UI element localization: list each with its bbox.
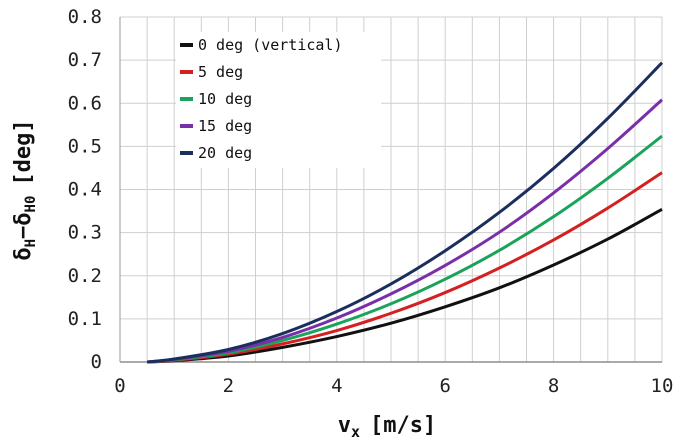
x-axis-title-unit: [m/s]: [370, 413, 436, 438]
y-axis-title-sub-h: H: [23, 239, 39, 247]
y-tick-label: 0: [91, 351, 102, 373]
plot-frame: [119, 17, 662, 363]
legend-box: [176, 32, 381, 168]
series-layer: [146, 61, 664, 364]
x-axis-title-main: v: [338, 413, 351, 438]
y-tick-label: 0.1: [68, 308, 102, 330]
y-axis-title: δH−δH0[deg]: [11, 119, 39, 260]
x-tick-label: 0: [114, 375, 125, 397]
legend-label-0: 0 deg (vertical): [198, 36, 343, 54]
x-tick-label: 6: [439, 375, 450, 397]
y-tick-label: 0.6: [68, 92, 102, 114]
y-tick-label: 0.5: [68, 135, 102, 157]
legend-label-3: 15 deg: [198, 117, 252, 135]
x-tick-label: 10: [651, 375, 674, 397]
legend-label-1: 5 deg: [198, 63, 243, 81]
y-tick-label: 0.8: [68, 6, 102, 28]
y-axis-title-minus: −: [11, 226, 36, 239]
y-tick-label: 0.3: [68, 222, 102, 244]
y-axis-title-unit: [deg]: [11, 119, 36, 185]
x-tick-label: 8: [548, 375, 559, 397]
y-tick-labels: 0 0.1 0.2 0.3 0.4 0.5 0.6 0.7 0.8: [68, 6, 102, 373]
legend: 0 deg (vertical) 5 deg 10 deg 15 deg 20 deg: [176, 32, 381, 168]
x-tick-label: 4: [331, 375, 342, 397]
y-axis-title-sub-h0: H0: [23, 196, 39, 213]
y-tick-label: 0.2: [68, 265, 102, 287]
y-tick-label: 0.4: [68, 179, 102, 201]
series-line-1: [147, 171, 663, 364]
x-tick-labels: 0 2 4 6 8 10: [114, 375, 673, 397]
x-axis-title-sub: x: [351, 423, 360, 441]
series-line-4: [146, 61, 664, 364]
y-axis-title-delta-h: δ: [11, 247, 36, 260]
y-axis-title-delta-h0: δ: [11, 212, 36, 225]
x-axis-title: vx [m/s]: [338, 413, 437, 441]
y-tick-label: 0.7: [68, 49, 102, 71]
legend-label-2: 10 deg: [198, 90, 252, 108]
x-tick-label: 2: [223, 375, 234, 397]
legend-label-4: 20 deg: [198, 144, 252, 162]
